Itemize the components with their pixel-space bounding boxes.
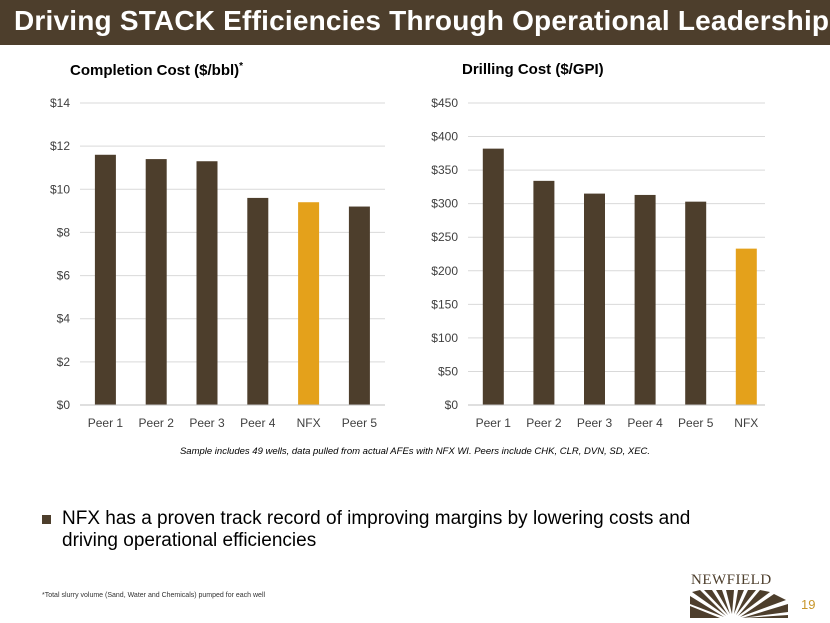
y-tick-label: $350 [431, 163, 458, 177]
completion-cost-chart: $0 $2 $4 $6 $8 $10 $12 $14 Peer 1 Peer 2 Peer 3 Pee… [50, 96, 385, 430]
y-tick-label: $2 [57, 355, 71, 369]
bar-peer-2 [533, 180, 555, 405]
bar-peer-3 [584, 193, 605, 405]
chart-title-completion: Completion Cost ($/bbl)* [70, 61, 243, 79]
newfield-sunburst-logo-icon [690, 590, 788, 618]
bullet-text: NFX has a proven track record of improvi… [62, 508, 691, 551]
footnote: *Total slurry volume (Sand, Water and Ch… [42, 592, 266, 599]
x-tick-label: Peer 1 [88, 416, 124, 430]
x-tick-label: NFX [734, 416, 758, 430]
bar-peer-2 [145, 159, 167, 405]
y-tick-label: $12 [50, 139, 70, 153]
y-tick-label: $50 [438, 364, 458, 378]
y-tick-label: $300 [431, 197, 458, 211]
y-tick-label: $0 [57, 398, 71, 412]
y-tick-label: $14 [50, 96, 70, 110]
bar-peer-1 [94, 154, 116, 405]
y-tick-label: $100 [431, 331, 458, 345]
x-tick-label: NFX [297, 416, 321, 430]
y-tick-label: $150 [431, 297, 458, 311]
y-tick-label: $10 [50, 182, 70, 196]
x-tick-label: Peer 4 [240, 416, 276, 430]
bar-peer-4 [247, 197, 269, 405]
x-tick-label: Peer 3 [577, 416, 613, 430]
bullet-square-icon [42, 515, 51, 524]
bar-peer-4 [634, 194, 656, 405]
x-tick-label: Peer 1 [476, 416, 512, 430]
y-tick-label: $4 [57, 312, 71, 326]
x-tick-label: Peer 3 [189, 416, 225, 430]
x-tick-label: Peer 5 [342, 416, 378, 430]
bar-peer-5 [685, 201, 707, 405]
y-tick-label: $0 [445, 398, 459, 412]
chart-title-drilling-text: Drilling Cost ($/GPI) [462, 61, 604, 78]
chart-title-drilling: Drilling Cost ($/GPI) [462, 61, 604, 78]
y-tick-label: $6 [57, 269, 71, 283]
chart-title-completion-text: Completion Cost ($/bbl) [70, 62, 240, 79]
x-tick-label: Peer 2 [139, 416, 175, 430]
chart-title-completion-sup: * [239, 61, 244, 72]
title-bar: Driving STACK Efficiencies Through Opera… [0, 0, 830, 45]
page-number: 19 [801, 597, 816, 612]
y-tick-label: $250 [431, 230, 458, 244]
bar-nfx [735, 248, 757, 405]
sample-note: Sample includes 49 wells, data pulled fr… [179, 446, 651, 457]
bar-peer-5 [348, 206, 370, 405]
bar-peer-3 [196, 161, 218, 405]
x-tick-label: Peer 5 [678, 416, 714, 430]
y-tick-label: $8 [57, 225, 71, 239]
y-tick-label: $450 [431, 96, 458, 110]
drilling-cost-chart: $0 $50 $100 $150 $200 $250 $300 $350 $400 $450 Pee… [431, 96, 765, 430]
x-tick-label: Peer 4 [627, 416, 663, 430]
y-tick-label: $200 [431, 264, 458, 278]
slide-title: Driving STACK Efficiencies Through Opera… [14, 5, 830, 36]
bar-peer-1 [482, 148, 504, 405]
bar-nfx [298, 202, 320, 405]
newfield-logo-text: NEWFIELD [691, 572, 772, 588]
x-tick-label: Peer 2 [526, 416, 562, 430]
y-tick-label: $400 [431, 130, 458, 144]
